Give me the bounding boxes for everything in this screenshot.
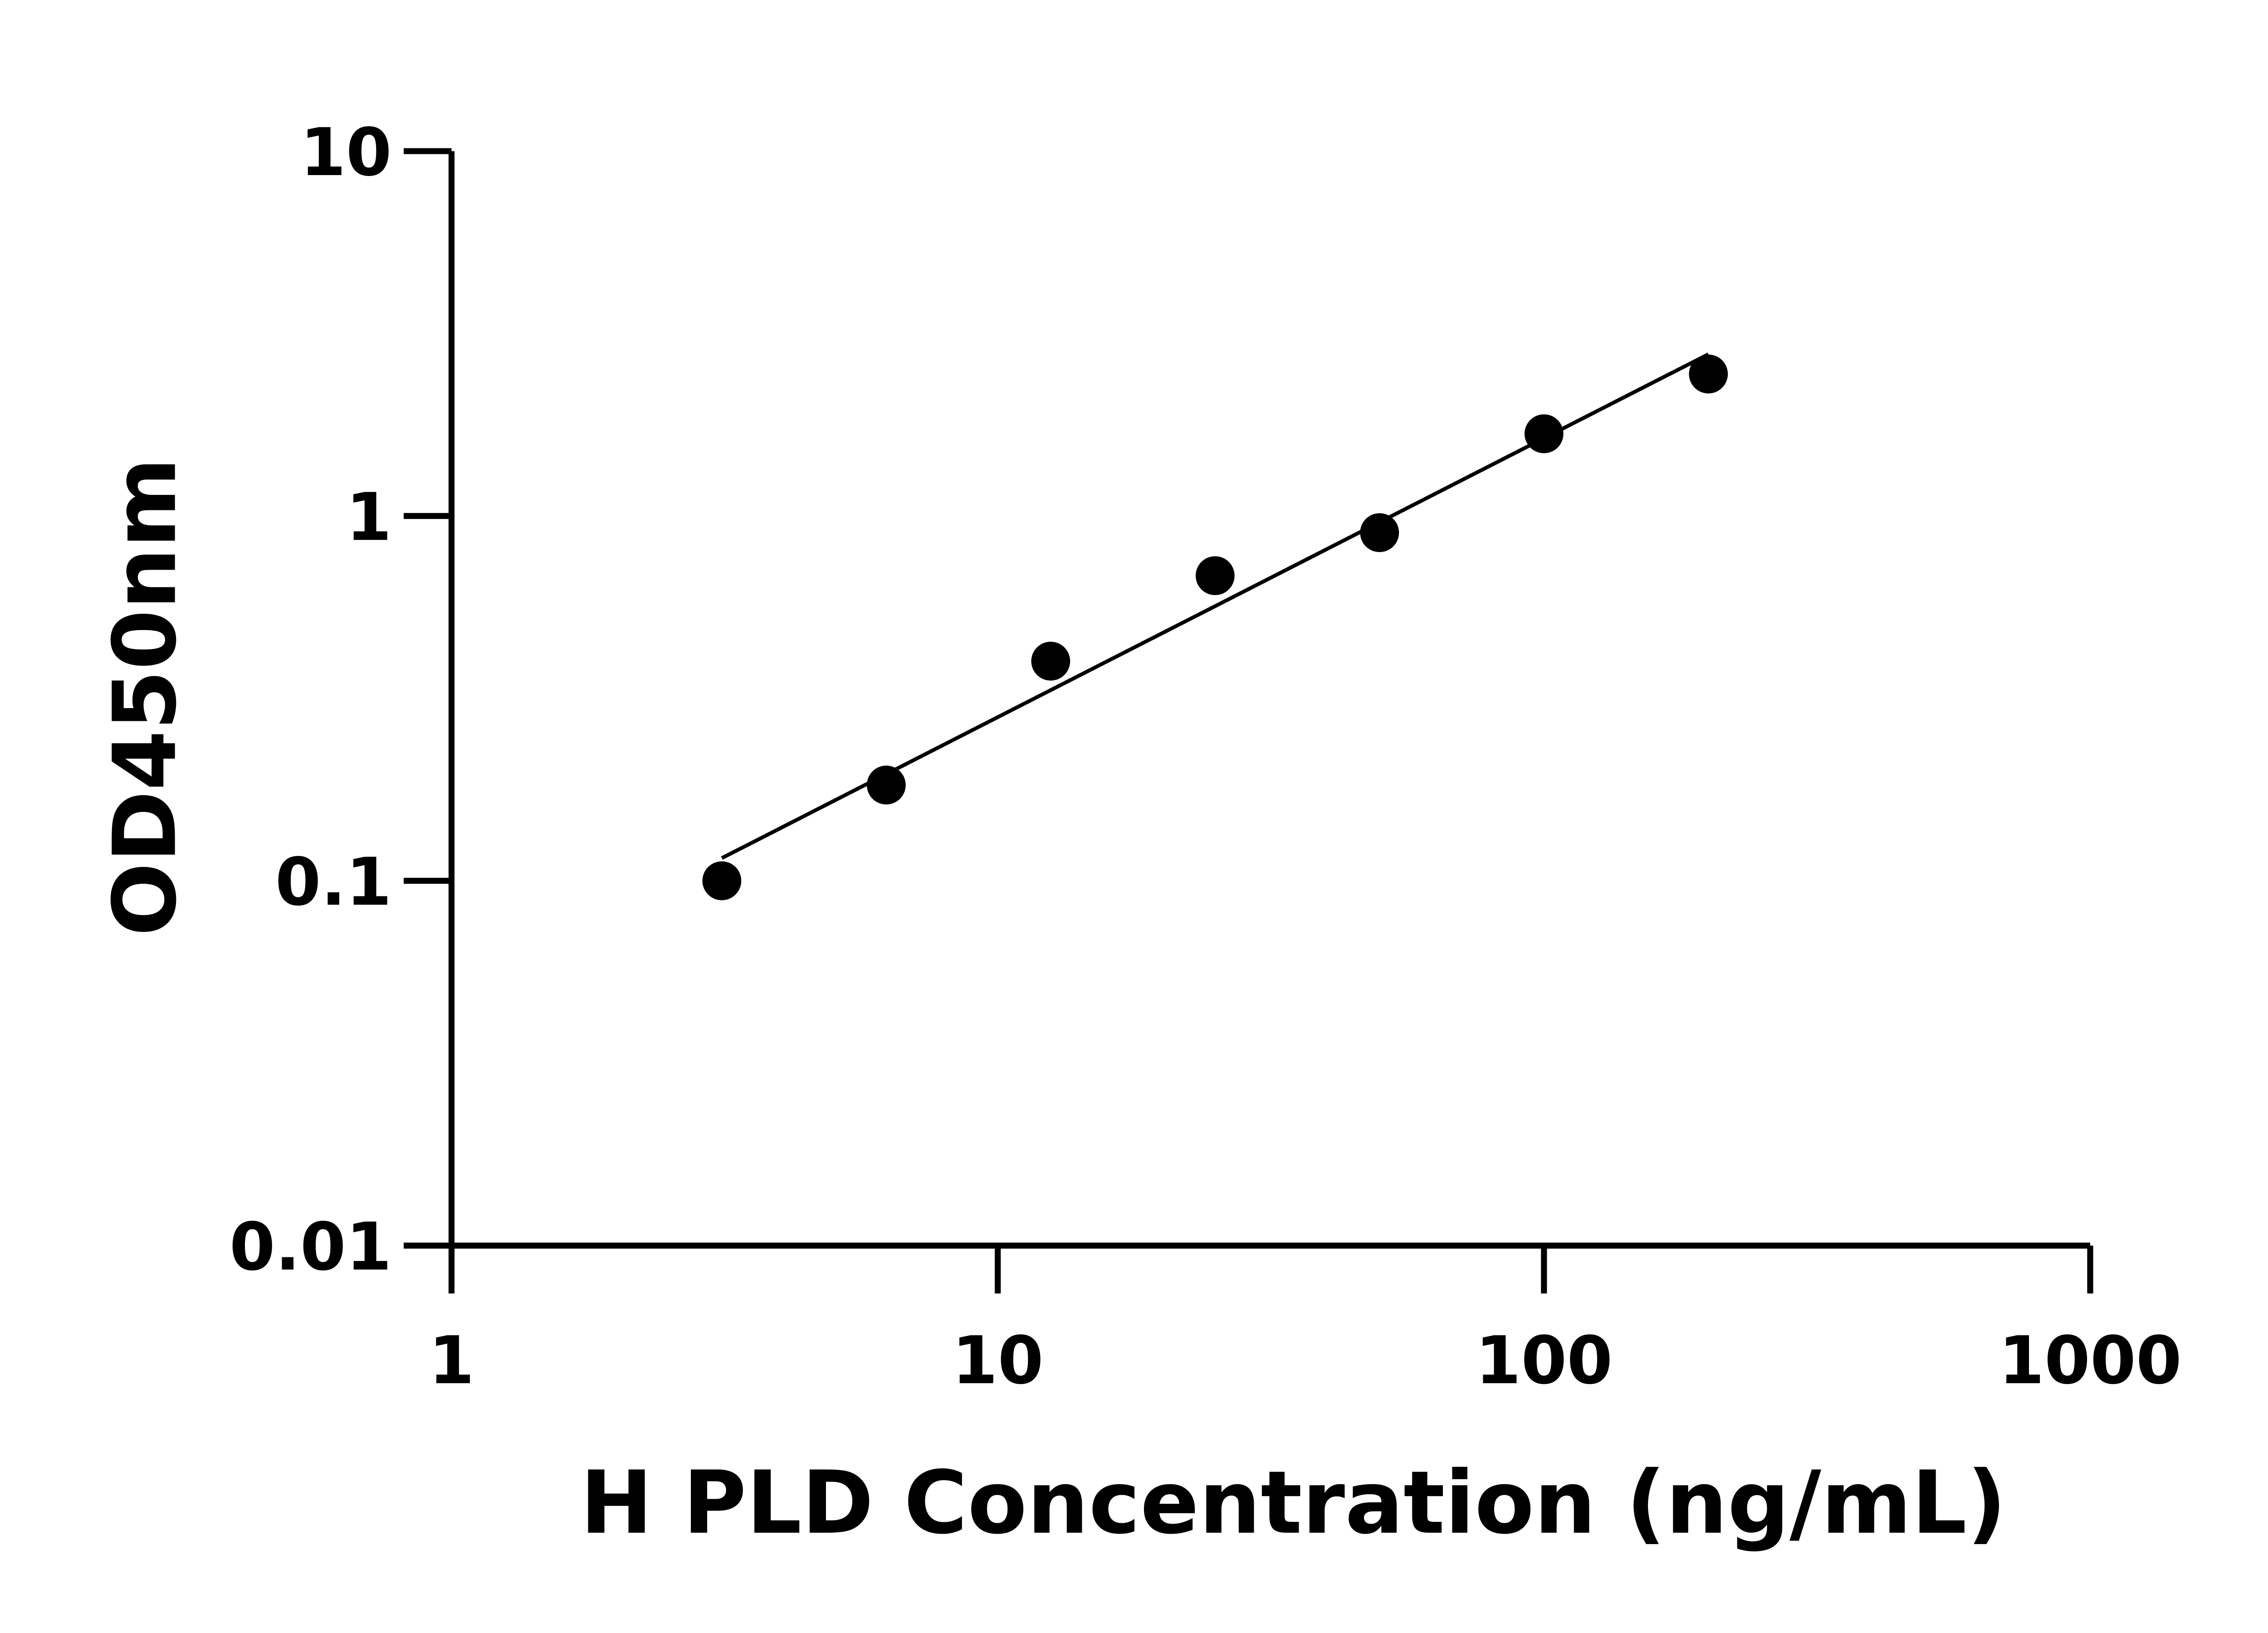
data-point	[702, 861, 742, 900]
data-point	[1524, 414, 1564, 454]
y-tick-label: 0.1	[275, 844, 392, 920]
data-point	[1031, 641, 1070, 681]
x-tick-label: 100	[1475, 1322, 1613, 1399]
x-axis-label: H PLD Concentration (ng/mL)	[580, 1453, 2006, 1554]
y-tick-label: 0.01	[230, 1209, 392, 1286]
x-tick-label: 1	[429, 1322, 474, 1399]
x-tick-label: 10	[952, 1322, 1044, 1399]
data-point	[1360, 513, 1399, 552]
y-tick-label: 10	[300, 114, 392, 191]
y-tick-label: 1	[346, 479, 392, 556]
data-point	[866, 765, 906, 805]
y-axis-label: OD450nm	[95, 458, 196, 936]
data-point	[1195, 556, 1235, 595]
data-point	[1689, 354, 1728, 394]
x-tick-label: 1000	[1999, 1322, 2182, 1399]
